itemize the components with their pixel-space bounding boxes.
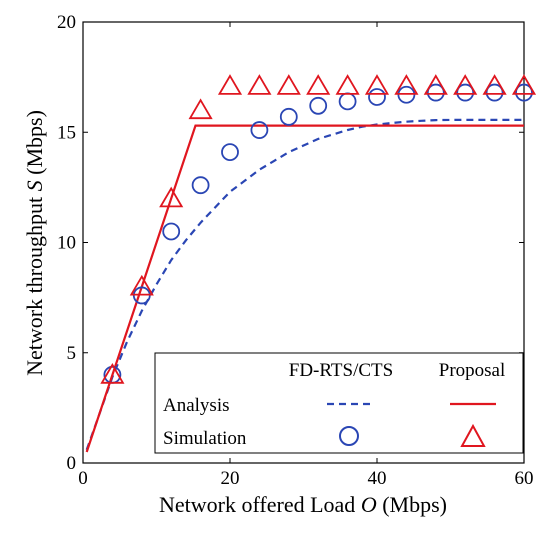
legend-row-label-analysis: Analysis <box>163 395 230 416</box>
proposal-simulation-point <box>423 74 448 95</box>
y-tick-label: 10 <box>57 233 76 254</box>
proposal-simulation-point <box>159 186 184 208</box>
proposal-simulation-point <box>511 74 537 95</box>
proposal-simulation-point <box>364 74 390 95</box>
proposal-simulation-point <box>100 363 125 384</box>
fdrts-simulation-point <box>368 88 386 106</box>
proposal-simulation-point <box>453 74 478 95</box>
x-tick-label: 40 <box>368 468 387 489</box>
legend-swatch-fdrts-simulation <box>339 426 359 446</box>
y-axis-label: Network throughput S (Mbps) <box>22 110 47 376</box>
fdrts-simulation-point <box>338 92 357 111</box>
fdrts-simulation-point <box>309 96 328 115</box>
x-tick-label: 20 <box>221 468 240 489</box>
fdrts-simulation-point <box>485 83 504 102</box>
y-tick-label: 15 <box>57 122 76 143</box>
y-tick-label: 20 <box>57 12 76 33</box>
proposal-simulation-point <box>188 98 213 120</box>
x-axis-label: Network offered Load O (Mbps) <box>159 492 447 517</box>
legend-swatch-proposal-simulation <box>460 423 486 447</box>
fdrts-simulation-point <box>221 143 239 161</box>
legend-row-label-simulation: Simulation <box>163 428 247 449</box>
proposal-simulation-point <box>247 74 272 95</box>
x-tick-label: 60 <box>515 468 534 489</box>
fdrts-simulation-point <box>250 121 269 139</box>
tick-labels: 0 20 40 60 0 5 10 15 20 <box>57 12 534 489</box>
proposal-simulation-point <box>482 74 507 95</box>
fdrts-simulation-point <box>426 83 445 102</box>
proposal-simulation-point <box>335 74 360 95</box>
fdrts-simulation-point <box>162 222 181 241</box>
proposal-simulation-point <box>129 274 154 296</box>
fdrts-analysis-line <box>85 118 524 451</box>
fdrts-simulation-point <box>515 83 533 102</box>
proposal-simulation-point <box>394 74 419 95</box>
proposal-simulation-point <box>306 74 331 95</box>
proposal-simulation-point <box>276 74 301 95</box>
proposal-analysis-line <box>85 124 524 453</box>
x-tick-label: 0 <box>78 468 88 489</box>
y-tick-label: 5 <box>67 343 77 364</box>
legend-col-header-proposal: Proposal <box>439 360 506 381</box>
fdrts-simulation-point <box>456 83 475 102</box>
y-tick-label: 0 <box>67 453 77 474</box>
series <box>85 74 537 453</box>
legend-col-header-fdrts: FD-RTS/CTS <box>289 360 393 381</box>
proposal-simulation-point <box>217 74 243 95</box>
legend: FD-RTS/CTS Proposal Analysis Simulation <box>154 352 524 454</box>
fdrts-simulation-point <box>191 176 210 195</box>
fdrts-simulation-point <box>279 107 298 126</box>
